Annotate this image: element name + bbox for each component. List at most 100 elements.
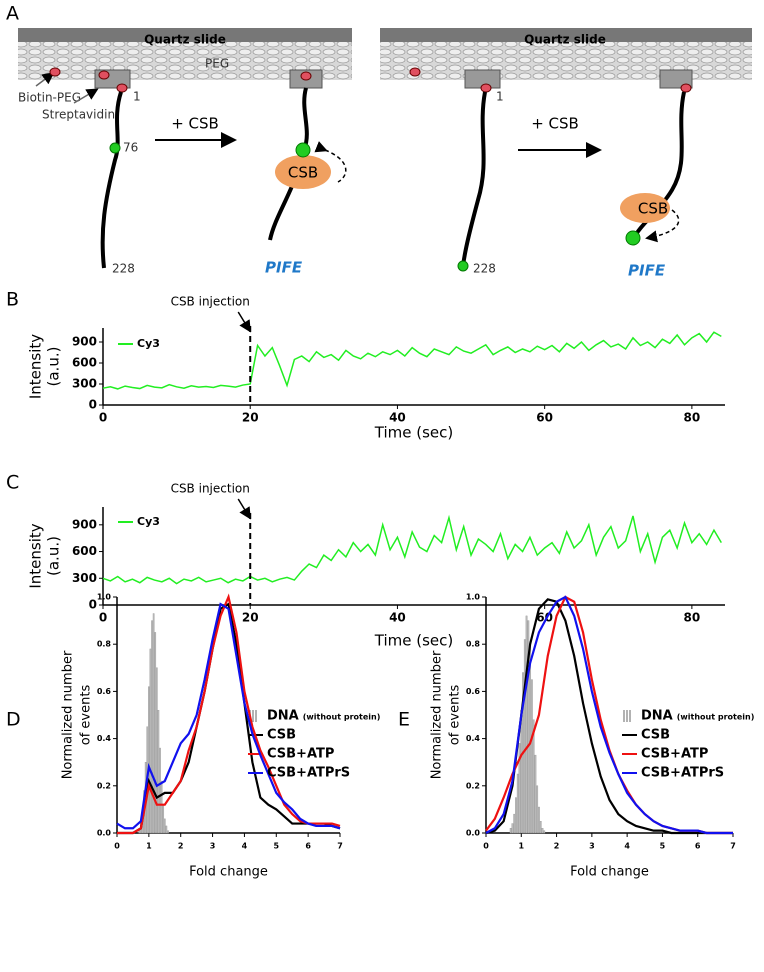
biotin <box>98 70 110 80</box>
x-tick-label: 6 <box>305 842 311 851</box>
x-tick-label: 1 <box>518 842 524 851</box>
histogram-bar <box>162 804 165 834</box>
pife-label: PIFE <box>265 259 303 277</box>
annotation-arrow <box>237 311 251 333</box>
legend-label: CSB <box>641 728 670 743</box>
biotin <box>49 67 61 77</box>
protein <box>275 155 331 189</box>
y-axis-label: (a.u.) <box>45 347 63 387</box>
panel-label: C <box>6 472 19 494</box>
y-tick-label: 300 <box>72 571 97 585</box>
peg-layer <box>380 42 752 80</box>
y-tick-label: 0 <box>89 398 97 412</box>
x-axis-label: Time (sec) <box>374 632 453 650</box>
y-tick-label: 900 <box>72 335 97 349</box>
panel-label: B <box>6 289 19 311</box>
y-tick-label: 600 <box>72 356 97 370</box>
legend-label: Cy3 <box>137 337 160 350</box>
dna <box>461 91 487 267</box>
series-line <box>117 602 341 835</box>
biotin-label: Biotin-PEG <box>18 91 81 105</box>
position-label: 1 <box>496 90 504 104</box>
position-label: 228 <box>112 262 135 276</box>
y-tick-label: 0.8 <box>466 640 481 649</box>
series-line <box>485 598 733 835</box>
histogram-bar <box>536 785 539 834</box>
histogram-bar <box>518 743 521 834</box>
histogram-bar <box>513 813 516 834</box>
panel-label: D <box>6 709 21 731</box>
x-tick-label: 7 <box>730 842 736 851</box>
slide-label: Quartz slide <box>144 33 226 47</box>
legend-label: CSB+ATP <box>267 747 334 762</box>
cy3 <box>625 230 641 246</box>
pointer <box>73 88 99 104</box>
series-line <box>102 331 722 390</box>
legend-label: CSB <box>267 728 296 743</box>
arrow-label: + CSB <box>531 115 579 133</box>
x-tick-label: 20 <box>242 611 259 625</box>
x-tick-label: 0 <box>99 611 107 625</box>
peg-label: PEG <box>205 57 229 71</box>
pife-arrow <box>314 141 347 183</box>
histogram-bar <box>509 828 512 834</box>
histogram-bar <box>149 648 152 834</box>
pife-arrow <box>645 209 680 243</box>
x-tick-label: 5 <box>273 842 279 851</box>
position-label: 76 <box>123 141 138 155</box>
streptavidin-label: Streptavidin <box>42 108 115 122</box>
slide <box>380 28 752 42</box>
y-axis-label: Intensity <box>27 334 45 399</box>
histogram-bar <box>152 613 155 834</box>
series-line <box>117 593 341 835</box>
series-line <box>102 514 722 585</box>
histogram-bar <box>163 818 166 834</box>
pointer <box>35 72 55 87</box>
histogram-bar <box>155 667 158 834</box>
x-tick-label: 2 <box>178 842 184 851</box>
legend-label: CSB+ATPrS <box>267 766 350 781</box>
legend-label: DNA <box>641 709 673 724</box>
histogram-bar <box>148 686 150 834</box>
annotation: CSB injection <box>171 295 250 309</box>
y-tick-label: 1.0 <box>97 593 112 602</box>
histogram-bar <box>539 821 542 834</box>
x-tick-label: 80 <box>684 411 701 425</box>
diagram: A Quartz slide PEG Biotin-PEG Streptavid… <box>6 3 752 280</box>
legend-label: CSB+ATP <box>641 747 708 762</box>
cy3 <box>457 260 469 272</box>
y-tick-label: 600 <box>72 544 97 558</box>
histogram-bar <box>532 719 535 834</box>
histogram-bar <box>511 823 514 834</box>
x-tick-label: 60 <box>536 411 553 425</box>
y-tick-label: 0.6 <box>466 687 481 696</box>
protein-label: CSB <box>288 164 318 182</box>
histogram-bar <box>520 710 523 834</box>
streptavidin <box>659 69 693 89</box>
panel-label: A <box>6 3 19 25</box>
y-axis-label: of events <box>79 685 94 746</box>
histogram-bar <box>157 710 160 834</box>
histogram-bar <box>523 639 526 834</box>
annotation: CSB injection <box>171 482 250 496</box>
x-tick-label: 3 <box>589 842 595 851</box>
y-tick-label: 0.4 <box>466 734 481 743</box>
histogram-bar <box>165 825 168 834</box>
dna <box>632 91 686 239</box>
cy3 <box>295 142 311 158</box>
y-tick-label: 0.8 <box>97 640 112 649</box>
histogram-bar <box>151 620 153 834</box>
histogram-bar <box>525 615 528 834</box>
histogram-bar <box>159 747 161 834</box>
dna <box>100 91 123 269</box>
annotation-arrow <box>237 498 251 520</box>
histogram-bar <box>160 780 163 834</box>
y-tick-label: 1.0 <box>466 593 481 602</box>
y-tick-label: 0.0 <box>466 829 481 838</box>
x-tick-label: 40 <box>389 411 406 425</box>
panel-label: E <box>398 709 410 731</box>
histogram-bar <box>538 806 540 834</box>
x-tick-label: 40 <box>389 611 406 625</box>
protein-label: CSB <box>638 200 668 218</box>
x-tick-label: 0 <box>483 842 489 851</box>
